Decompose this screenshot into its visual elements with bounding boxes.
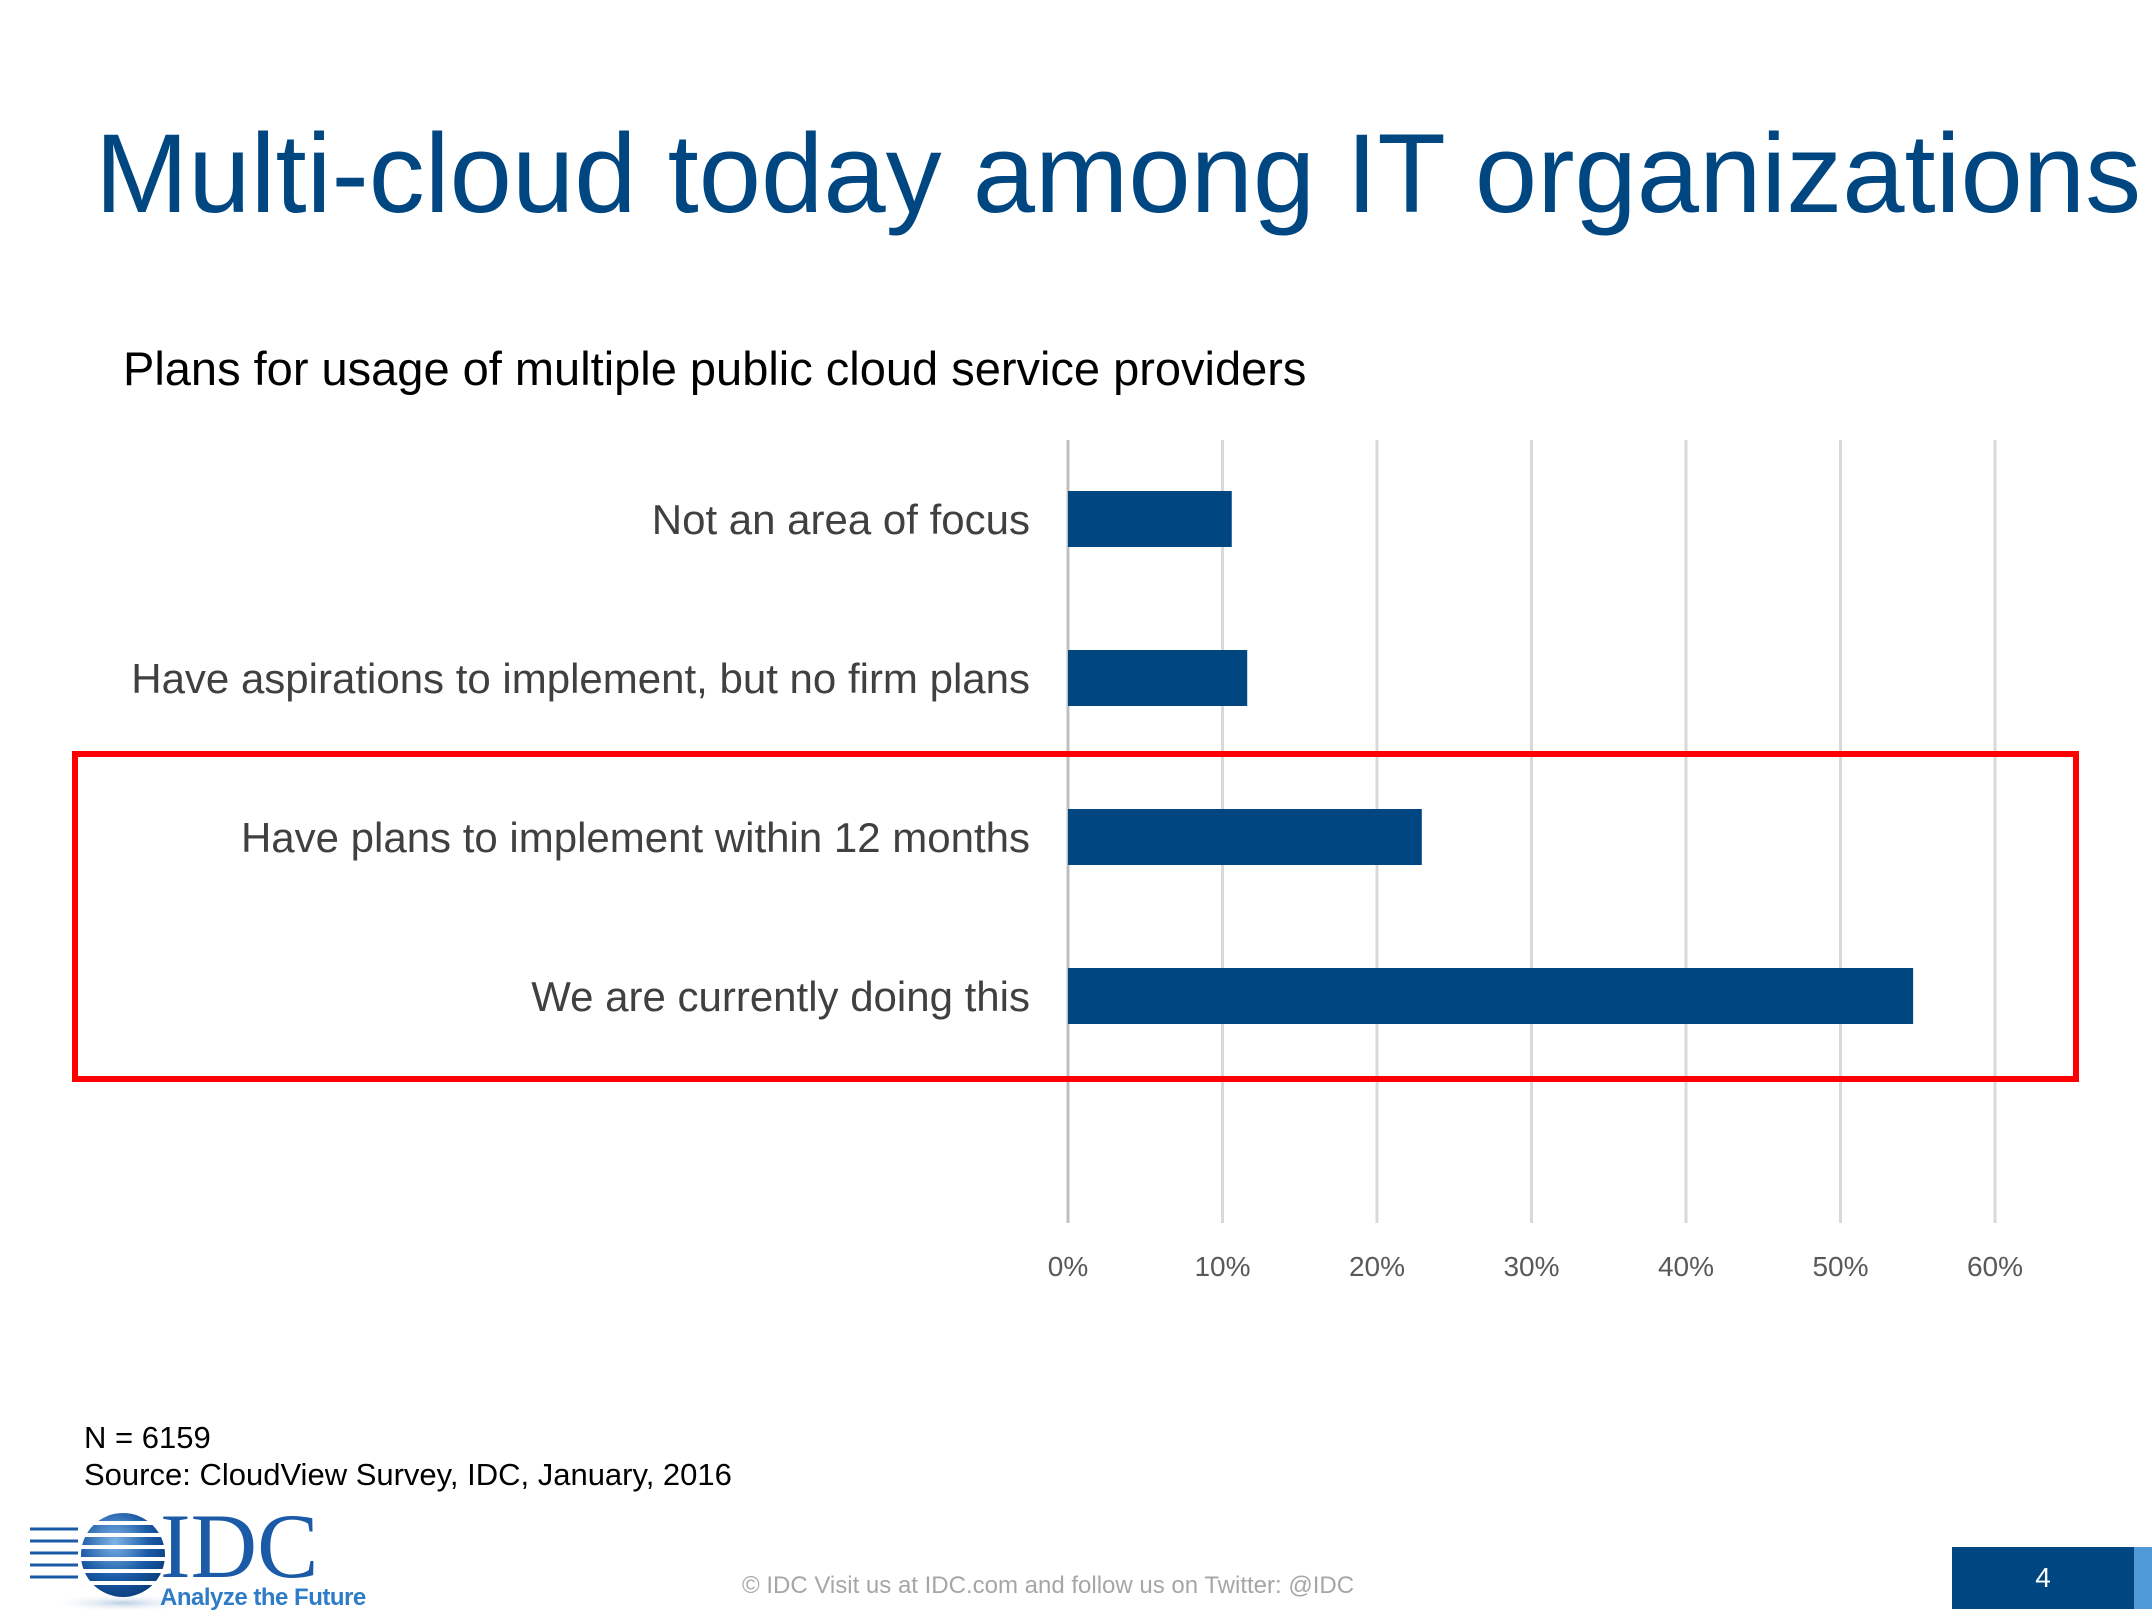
idc-logo-text: IDC xyxy=(160,1495,319,1597)
source-note: Source: CloudView Survey, IDC, January, … xyxy=(84,1457,732,1492)
bar-3 xyxy=(1068,809,1422,865)
footer-text: © IDC Visit us at IDC.com and follow us … xyxy=(742,1572,1355,1599)
page-number-accent xyxy=(2134,1547,2152,1609)
page-number: 4 xyxy=(1952,1547,2134,1609)
category-label-1: Not an area of focus xyxy=(652,496,1030,543)
category-label-3: Have plans to implement within 12 months xyxy=(241,814,1030,861)
idc-logo-tagline: Analyze the Future xyxy=(160,1584,366,1611)
category-label-2: Have aspirations to implement, but no fi… xyxy=(131,655,1030,702)
footnote: N = 6159 Source: CloudView Survey, IDC, … xyxy=(84,1419,732,1493)
slide-title: Multi-cloud today among IT organizations xyxy=(95,111,2142,236)
tick-label-40: 40% xyxy=(1658,1251,1714,1282)
chart-subtitle: Plans for usage of multiple public cloud… xyxy=(123,342,1307,395)
bar-4 xyxy=(1068,968,1914,1024)
bar-1 xyxy=(1068,491,1232,547)
sample-size: N = 6159 xyxy=(84,1420,211,1455)
bar-chart: 0% 10% 20% 30% 40% 50% 60% Not an area of focus… xyxy=(131,440,2023,1282)
tick-label-30: 30% xyxy=(1503,1251,1559,1282)
tick-label-50: 50% xyxy=(1812,1251,1868,1282)
bar-2 xyxy=(1068,650,1248,706)
highlight-box xyxy=(72,751,2079,1082)
category-label-4: We are currently doing this xyxy=(531,973,1030,1020)
tick-label-20: 20% xyxy=(1349,1251,1405,1282)
idc-globe-icon xyxy=(28,1513,198,1612)
tick-label-10: 10% xyxy=(1194,1251,1250,1282)
tick-label-60: 60% xyxy=(1967,1251,2023,1282)
tick-label-0: 0% xyxy=(1048,1251,1088,1282)
